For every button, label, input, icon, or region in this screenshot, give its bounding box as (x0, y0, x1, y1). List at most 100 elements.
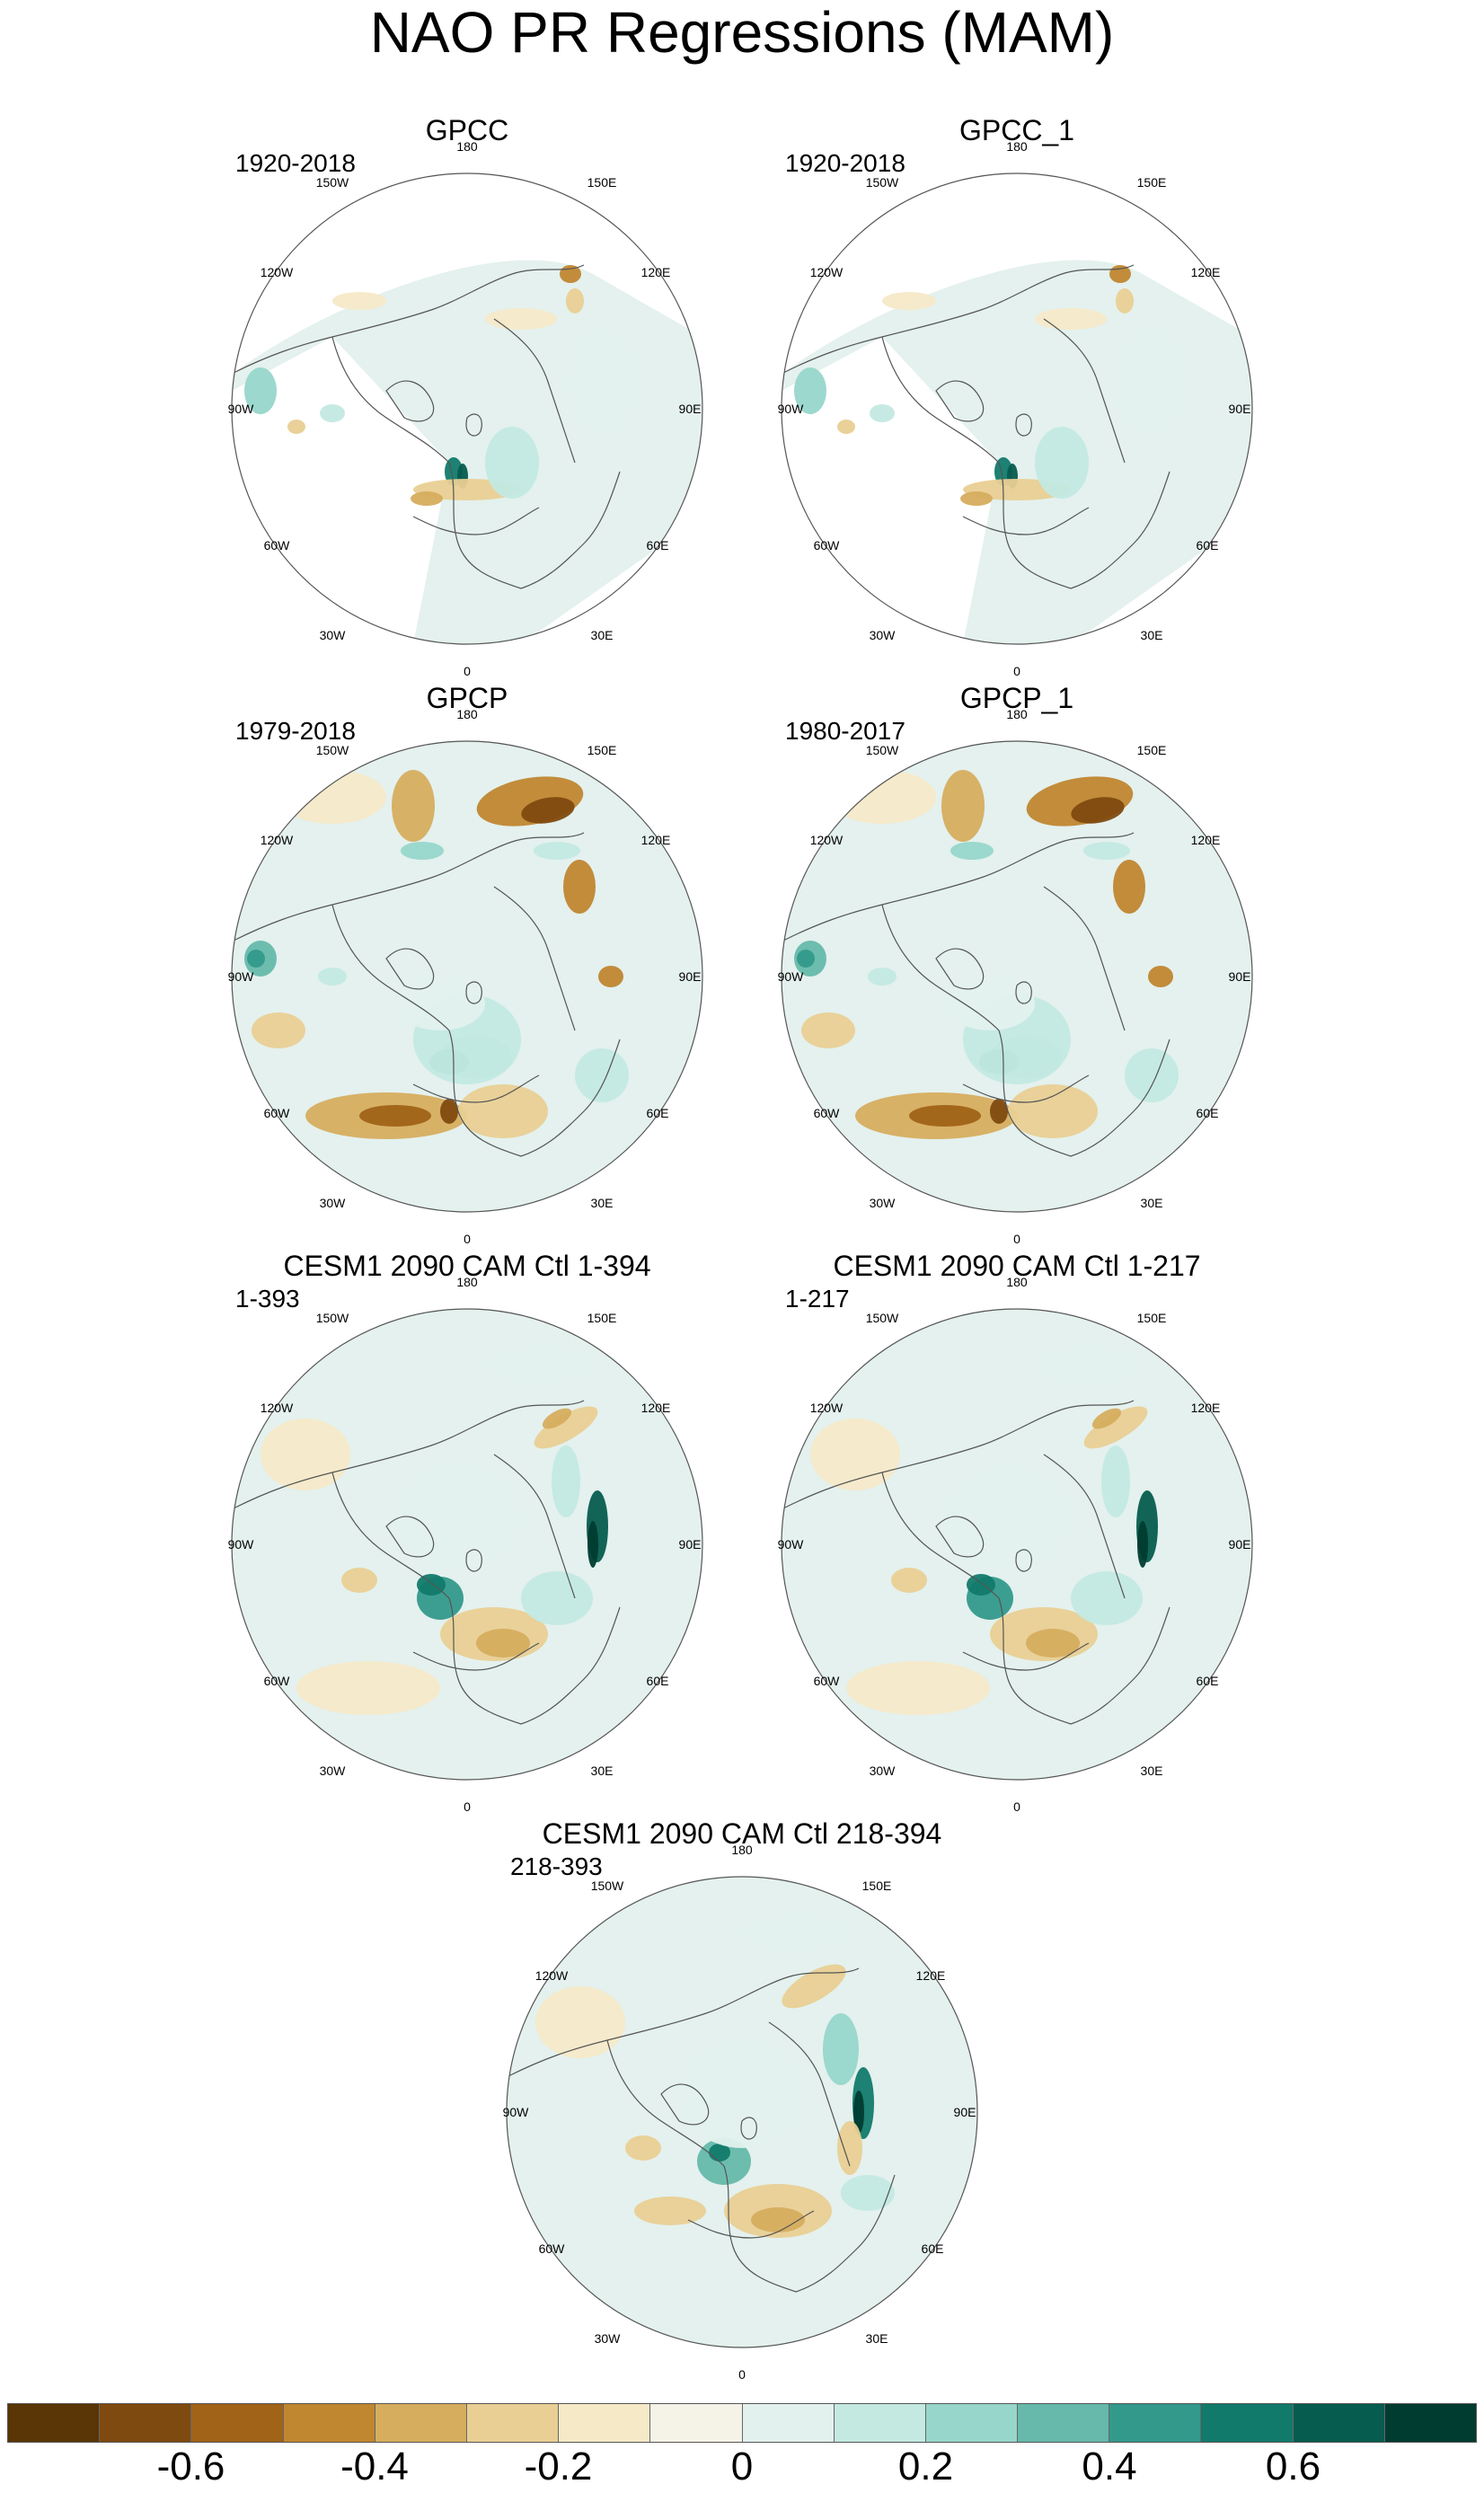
longitude-label: 0 (1013, 664, 1020, 678)
longitude-label: 90E (1229, 969, 1251, 984)
longitude-label: 60W (264, 538, 291, 553)
longitude-label: 30W (320, 628, 347, 642)
longitude-label: 30E (1141, 628, 1163, 642)
longitude-label: 120E (641, 1401, 671, 1415)
longitude-label: 150W (591, 1879, 624, 1893)
coastline (881, 336, 1000, 464)
polar-map: 180 150E 120E 90E 60E 30E 0 30W 60W 90W 120W 150W (503, 1843, 978, 2382)
regression-blob (837, 2121, 862, 2175)
regression-blob (945, 977, 1035, 1030)
longitude-label: 30E (866, 2331, 888, 2346)
colorbar-tick-label: 0.6 (1265, 2444, 1321, 2489)
map-boundary (781, 740, 1253, 1213)
panel-period: 218-393 (510, 1852, 603, 1880)
longitude-label: 90E (954, 2105, 976, 2119)
regression-blob (587, 1521, 598, 1568)
map-panel-cesm-1-394: CESM1 2090 CAM Ctl 1-394 1-393 180 150E 12… (198, 1248, 737, 1814)
longitude-label: 30E (591, 1764, 614, 1778)
coastline (1043, 318, 1126, 464)
colorbar-swatch (925, 2404, 1019, 2442)
coastline (687, 2210, 815, 2239)
regression-blob (1091, 1408, 1122, 1429)
coastline (520, 471, 621, 589)
coastline (782, 832, 1135, 942)
coastline (493, 886, 576, 1031)
regression-blob (853, 2091, 864, 2134)
coastline (998, 1030, 1072, 1157)
longitude-label: 60W (814, 1106, 841, 1120)
coastline (1015, 413, 1032, 437)
regression-blob (359, 1105, 431, 1127)
regression-blob (625, 2135, 661, 2161)
longitude-label: 150E (1137, 175, 1167, 190)
colorbar-swatch (742, 2404, 835, 2442)
regression-blob (1071, 797, 1125, 824)
longitude-label: 90W (228, 1537, 255, 1551)
colorbar-swatch (466, 2404, 560, 2442)
regression-blob (401, 842, 444, 860)
colorbar-swatch (283, 2404, 375, 2442)
longitude-label: 30W (320, 1196, 347, 1210)
longitude-label: 150W (866, 1311, 899, 1325)
coastline (331, 904, 450, 1031)
regression-blob (566, 328, 638, 436)
longitude-label: 0 (464, 1799, 471, 1814)
longitude-label: 30W (320, 1764, 347, 1778)
longitude-label: 60W (814, 1674, 841, 1688)
regression-blob (742, 1914, 850, 1950)
coastline (782, 1400, 1135, 1509)
panel-title: GPCC_1 (958, 114, 1075, 146)
coastline (412, 1074, 540, 1103)
regression-blob (341, 1568, 377, 1593)
coastline (962, 1642, 1090, 1671)
longitude-label: 30W (595, 2331, 622, 2346)
coastline (660, 2083, 710, 2126)
longitude-label: 180 (456, 1275, 478, 1289)
longitude-label: 90E (679, 1537, 702, 1551)
regression-blob (1071, 1571, 1143, 1625)
longitude-label: 60W (539, 2241, 566, 2256)
longitude-label: 120W (261, 1401, 294, 1415)
regression-blob (485, 308, 557, 330)
colorbar-swatch (1384, 2404, 1476, 2442)
regression-blob (794, 367, 826, 414)
panel-title: GPCP (426, 682, 508, 714)
regression-blob (521, 1571, 593, 1625)
longitude-label: 60E (922, 2241, 944, 2256)
regression-blob (810, 1419, 900, 1490)
regression-blob (782, 1964, 846, 2009)
regression-blob (534, 1406, 598, 1449)
panel-period: 1979-2018 (235, 717, 356, 745)
longitude-label: 30E (1141, 1764, 1163, 1778)
map-boundary (231, 1308, 703, 1781)
longitude-label: 150W (866, 175, 899, 190)
longitude-label: 120W (810, 265, 844, 279)
shading-layer (232, 260, 702, 644)
map-boundary (781, 172, 1253, 645)
longitude-label: 120W (261, 265, 294, 279)
coastline (606, 2039, 725, 2167)
longitude-label: 30E (591, 1196, 614, 1210)
regression-blob (320, 404, 345, 422)
longitude-label: 30E (1141, 1196, 1163, 1210)
polar-map: 180 150E 120E 90E 60E 30E 0 30W 60W 90W 120W 150W (778, 1275, 1253, 1814)
panel-period: 1920-2018 (235, 149, 356, 177)
longitude-label: 90W (228, 969, 255, 984)
longitude-label: 0 (1013, 1799, 1020, 1814)
longitude-label: 90E (679, 402, 702, 416)
longitude-label: 120W (810, 833, 844, 847)
regression-blob (535, 1986, 625, 2058)
colorbar-tick-label: 0 (730, 2444, 754, 2489)
coastline (1070, 1606, 1170, 1725)
longitude-label: 150W (866, 743, 899, 757)
coastline (795, 2174, 896, 2293)
colorbar-swatch (1201, 2404, 1294, 2442)
regression-blob (247, 950, 265, 968)
colorbar-swatch (650, 2404, 743, 2442)
coastline (233, 832, 585, 942)
colorbar-tick-label: 0.2 (897, 2444, 954, 2489)
coastline (935, 1516, 985, 1558)
longitude-label: 120E (1191, 833, 1221, 847)
coastline (998, 462, 1072, 589)
coastline (962, 1074, 1090, 1103)
